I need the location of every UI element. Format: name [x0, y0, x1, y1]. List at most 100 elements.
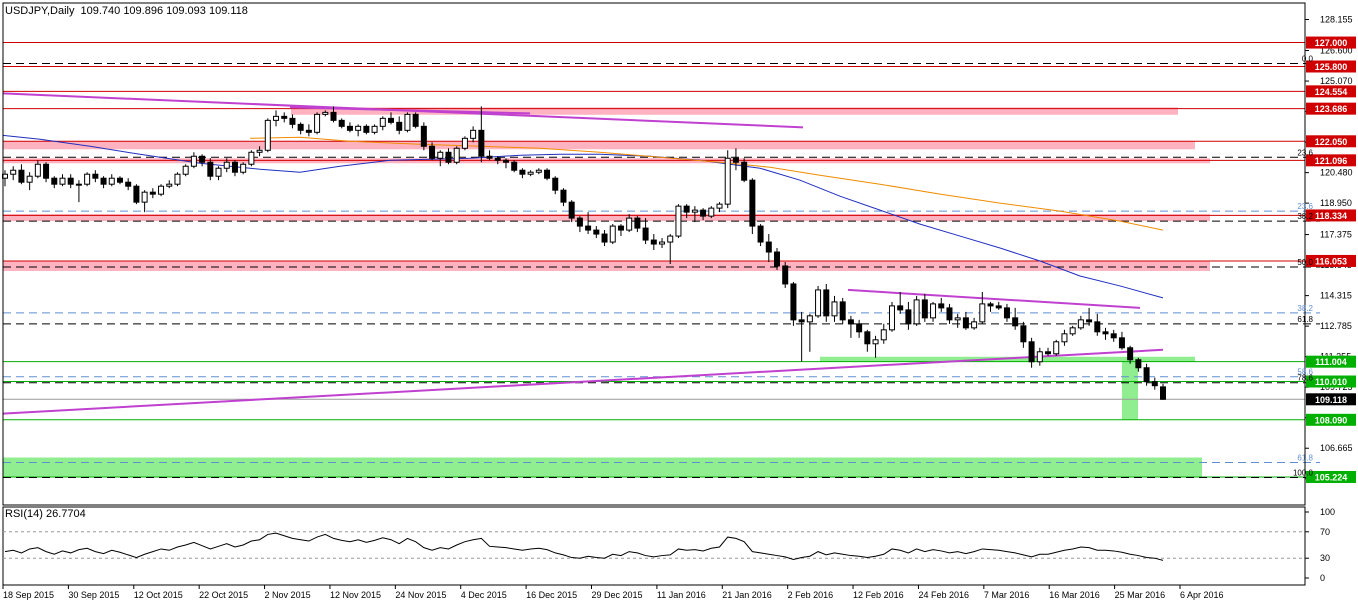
bullish-candle[interactable]: [190, 155, 197, 167]
candlestick-series[interactable]: [2, 106, 1166, 400]
bearish-candle[interactable]: [617, 225, 624, 231]
bullish-candle[interactable]: [264, 119, 271, 151]
bearish-candle[interactable]: [1045, 351, 1052, 355]
bearish-candle[interactable]: [231, 161, 238, 173]
bearish-candle[interactable]: [634, 217, 641, 229]
bearish-candle[interactable]: [1102, 331, 1109, 335]
bullish-candle[interactable]: [108, 177, 115, 185]
bullish-candle[interactable]: [26, 175, 33, 183]
bullish-candle[interactable]: [1036, 351, 1043, 363]
bullish-candle[interactable]: [273, 115, 280, 121]
bearish-candle[interactable]: [544, 169, 551, 179]
bullish-candle[interactable]: [527, 171, 534, 175]
bearish-candle[interactable]: [1028, 341, 1035, 363]
bullish-candle[interactable]: [470, 129, 477, 139]
bearish-candle[interactable]: [560, 189, 567, 203]
bearish-candle[interactable]: [552, 177, 559, 191]
bearish-candle[interactable]: [412, 113, 419, 127]
bullish-candle[interactable]: [831, 301, 838, 317]
rsi-panel[interactable]: 100 70 30 0: [3, 507, 1335, 583]
bearish-candle[interactable]: [798, 319, 805, 323]
bearish-candle[interactable]: [100, 177, 107, 185]
bearish-candle[interactable]: [281, 115, 288, 119]
bearish-candle[interactable]: [642, 227, 649, 241]
bearish-candle[interactable]: [823, 289, 830, 317]
bearish-candle[interactable]: [593, 229, 600, 235]
bearish-candle[interactable]: [1086, 319, 1093, 323]
bullish-candle[interactable]: [667, 235, 674, 243]
bearish-candle[interactable]: [995, 305, 1002, 309]
bullish-candle[interactable]: [10, 169, 17, 175]
bullish-candle[interactable]: [174, 173, 181, 185]
bearish-candle[interactable]: [897, 305, 904, 311]
bullish-candle[interactable]: [75, 183, 82, 186]
bearish-candle[interactable]: [962, 317, 969, 329]
bearish-candle[interactable]: [297, 123, 304, 131]
bearish-candle[interactable]: [757, 225, 764, 243]
bullish-candle[interactable]: [34, 163, 41, 177]
bearish-candle[interactable]: [749, 179, 756, 227]
bullish-candle[interactable]: [248, 151, 255, 165]
bullish-candle[interactable]: [930, 303, 937, 319]
bullish-candle[interactable]: [84, 173, 91, 185]
bullish-candle[interactable]: [535, 169, 542, 173]
bearish-candle[interactable]: [1127, 347, 1134, 361]
bullish-candle[interactable]: [872, 339, 879, 345]
bullish-candle[interactable]: [1077, 319, 1084, 329]
bullish-candle[interactable]: [215, 167, 222, 177]
bearish-candle[interactable]: [856, 323, 863, 333]
bearish-candle[interactable]: [494, 157, 501, 161]
bearish-candle[interactable]: [585, 225, 592, 231]
bearish-candle[interactable]: [782, 265, 789, 285]
bearish-candle[interactable]: [478, 129, 485, 157]
bullish-candle[interactable]: [708, 207, 715, 217]
bullish-candle[interactable]: [223, 161, 230, 169]
bullish-candle[interactable]: [461, 137, 468, 149]
bearish-candle[interactable]: [125, 181, 132, 187]
bullish-candle[interactable]: [437, 151, 444, 159]
bearish-candle[interactable]: [790, 283, 797, 321]
bearish-candle[interactable]: [43, 163, 50, 179]
bearish-candle[interactable]: [511, 161, 518, 171]
bullish-candle[interactable]: [626, 217, 633, 231]
bullish-candle[interactable]: [659, 241, 666, 245]
bullish-candle[interactable]: [724, 157, 731, 205]
bullish-candle[interactable]: [166, 183, 173, 187]
bearish-candle[interactable]: [864, 331, 871, 345]
bullish-candle[interactable]: [182, 165, 189, 175]
bullish-candle[interactable]: [1069, 327, 1076, 335]
bullish-candle[interactable]: [971, 321, 978, 329]
bullish-candle[interactable]: [954, 317, 961, 321]
bullish-candle[interactable]: [355, 125, 362, 131]
bearish-candle[interactable]: [330, 111, 337, 121]
bearish-candle[interactable]: [765, 241, 772, 253]
bullish-candle[interactable]: [806, 315, 813, 323]
bullish-candle[interactable]: [979, 303, 986, 323]
bullish-candle[interactable]: [453, 147, 460, 163]
bearish-candle[interactable]: [445, 151, 452, 163]
bearish-candle[interactable]: [1012, 317, 1019, 327]
bearish-candle[interactable]: [905, 309, 912, 325]
bearish-candle[interactable]: [420, 125, 427, 147]
bearish-candle[interactable]: [1003, 307, 1010, 319]
bearish-candle[interactable]: [568, 201, 575, 219]
bullish-candle[interactable]: [815, 289, 822, 317]
bearish-candle[interactable]: [700, 209, 707, 217]
bearish-candle[interactable]: [199, 155, 206, 163]
bearish-candle[interactable]: [207, 161, 214, 177]
bearish-candle[interactable]: [363, 125, 370, 133]
bearish-candle[interactable]: [1151, 381, 1158, 387]
bearish-candle[interactable]: [1143, 367, 1150, 383]
bearish-candle[interactable]: [289, 117, 296, 125]
bullish-candle[interactable]: [141, 191, 148, 203]
bullish-candle[interactable]: [609, 225, 616, 243]
bullish-candle[interactable]: [371, 125, 378, 133]
bearish-candle[interactable]: [732, 157, 739, 163]
bullish-candle[interactable]: [404, 113, 411, 131]
bearish-candle[interactable]: [429, 145, 436, 159]
bullish-candle[interactable]: [322, 111, 329, 115]
bearish-candle[interactable]: [346, 125, 353, 131]
bearish-candle[interactable]: [92, 173, 99, 179]
rsi-line[interactable]: [4, 532, 1164, 561]
